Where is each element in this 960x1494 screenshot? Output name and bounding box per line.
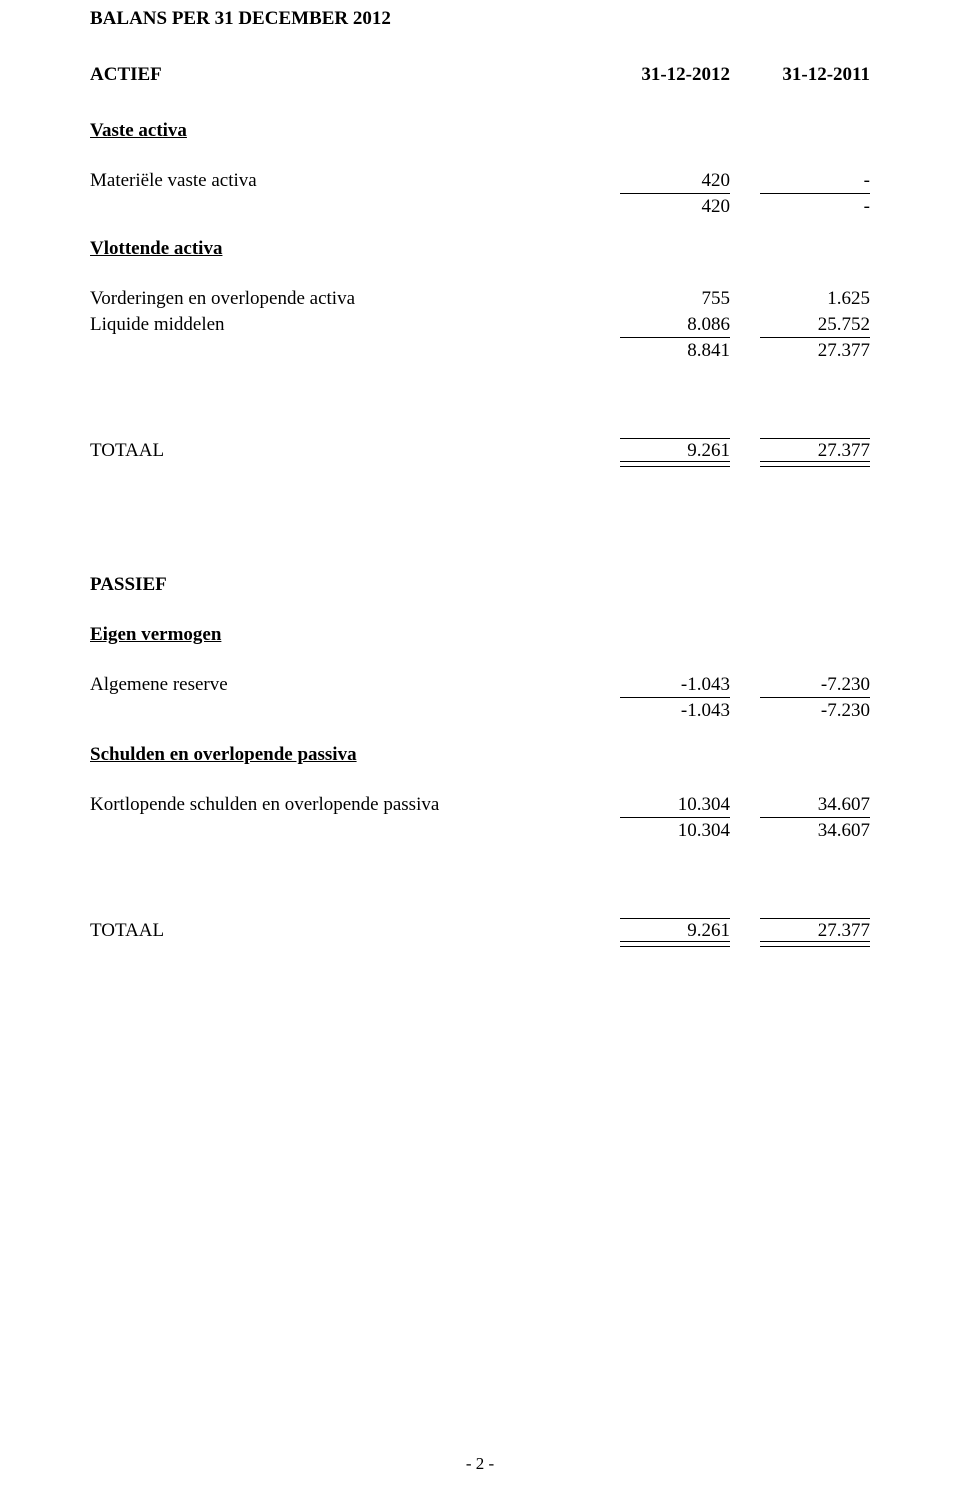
cell: 420	[620, 196, 730, 218]
cell: 8.086	[620, 314, 730, 336]
cell: -1.043	[620, 700, 730, 722]
label-kortlopende: Kortlopende schulden en overlopende pass…	[90, 794, 620, 816]
label-liquide: Liquide middelen	[90, 314, 620, 336]
column-header-2: 31-12-2011	[760, 64, 870, 86]
page: BALANS PER 31 DECEMBER 2012 ACTIEF 31-12…	[0, 0, 960, 1494]
row-liquide-middelen: Liquide middelen 8.086 25.752	[90, 314, 870, 336]
label-vorderingen: Vorderingen en overlopende activa	[90, 288, 620, 310]
cell: -7.230	[760, 700, 870, 722]
passief-label: PASSIEF	[90, 574, 870, 596]
column-header-1: 31-12-2012	[620, 64, 730, 86]
label-totaal-passief: TOTAAL	[90, 920, 620, 942]
row-materiele-vaste-activa: Materiële vaste activa 420 -	[90, 170, 870, 192]
row-kortlopende-schulden: Kortlopende schulden en overlopende pass…	[90, 794, 870, 816]
actief-label: ACTIEF	[90, 64, 620, 86]
cell: -7.230	[760, 674, 870, 696]
page-number: - 2 -	[0, 1454, 960, 1474]
label-totaal-actief: TOTAAL	[90, 440, 620, 462]
page-title: BALANS PER 31 DECEMBER 2012	[90, 8, 870, 30]
cell: 34.607	[760, 820, 870, 842]
row-vlottende-subtotal: 8.841 27.377	[90, 340, 870, 362]
row-totaal-passief: TOTAAL 9.261 27.377	[90, 920, 870, 942]
row-totaal-actief: TOTAAL 9.261 27.377	[90, 440, 870, 462]
row-vorderingen: Vorderingen en overlopende activa 755 1.…	[90, 288, 870, 310]
row-algemene-reserve: Algemene reserve -1.043 -7.230	[90, 674, 870, 696]
cell: 27.377	[760, 440, 870, 462]
row-eigen-vermogen-subtotal: -1.043 -7.230	[90, 700, 870, 722]
cell: 10.304	[620, 820, 730, 842]
vlottende-activa-heading: Vlottende activa	[90, 238, 870, 260]
cell: 1.625	[760, 288, 870, 310]
cell: 8.841	[620, 340, 730, 362]
cell: 25.752	[760, 314, 870, 336]
header-row: ACTIEF 31-12-2012 31-12-2011	[90, 64, 870, 86]
vaste-activa-heading: Vaste activa	[90, 120, 870, 142]
cell: 420	[620, 170, 730, 192]
cell: -	[760, 170, 870, 192]
cell: 755	[620, 288, 730, 310]
cell: 27.377	[760, 920, 870, 942]
cell: 27.377	[760, 340, 870, 362]
label-materiele: Materiële vaste activa	[90, 170, 620, 192]
cell: 9.261	[620, 920, 730, 942]
cell: 9.261	[620, 440, 730, 462]
cell: -	[760, 196, 870, 218]
label-algemene-reserve: Algemene reserve	[90, 674, 620, 696]
cell: 10.304	[620, 794, 730, 816]
row-vaste-activa-subtotal: 420 -	[90, 196, 870, 218]
row-schulden-subtotal: 10.304 34.607	[90, 820, 870, 842]
cell: -1.043	[620, 674, 730, 696]
schulden-heading: Schulden en overlopende passiva	[90, 744, 870, 766]
eigen-vermogen-heading: Eigen vermogen	[90, 624, 870, 646]
cell: 34.607	[760, 794, 870, 816]
